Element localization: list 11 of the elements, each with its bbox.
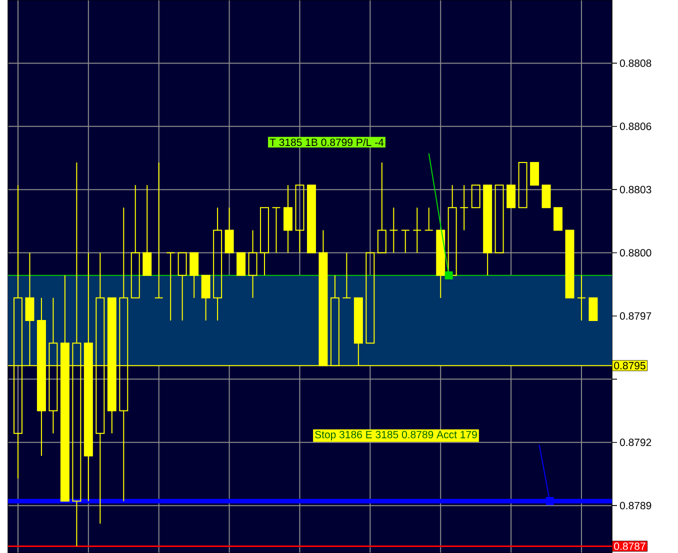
y-tick-label: 0.8800 — [620, 249, 652, 257]
ref-line-label: 0.8787 — [614, 542, 646, 550]
y-tick-label: 0.8797 — [620, 312, 652, 320]
annotation: T 3185 1B 0.8799 P/L -4 — [270, 138, 384, 146]
y-tick-label: 0.8808 — [620, 59, 652, 67]
annotation: Stop 3186 E 3185 0.8789 Acct 179 — [315, 430, 477, 440]
y-tick-label: 0.8803 — [620, 186, 652, 194]
y-tick-label: 0.8806 — [620, 122, 652, 130]
ref-line-label: 0.8795 — [614, 362, 646, 370]
y-tick-label: 0.8789 — [620, 502, 652, 510]
y-tick-label: 0.8792 — [620, 438, 652, 446]
